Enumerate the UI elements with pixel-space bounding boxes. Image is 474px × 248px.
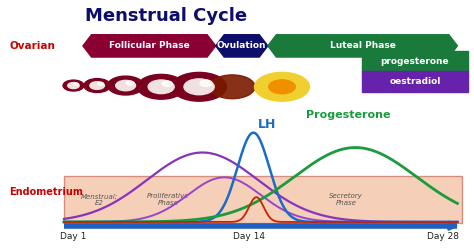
Circle shape (184, 79, 214, 95)
Text: Ovulation: Ovulation (217, 41, 266, 50)
Circle shape (210, 75, 255, 99)
Circle shape (172, 72, 227, 101)
FancyBboxPatch shape (362, 51, 468, 72)
Circle shape (148, 80, 174, 93)
Text: Luteal Phase: Luteal Phase (330, 41, 395, 50)
Text: Progesterone: Progesterone (306, 110, 390, 120)
Circle shape (98, 82, 103, 85)
Text: Ovarian: Ovarian (9, 41, 55, 51)
FancyBboxPatch shape (64, 176, 462, 223)
Polygon shape (83, 35, 216, 57)
Text: progesterone: progesterone (381, 57, 449, 66)
Circle shape (137, 74, 185, 99)
Text: Menstrual Cycle: Menstrual Cycle (85, 7, 247, 26)
Text: Day 1: Day 1 (60, 232, 87, 241)
Text: Follicular Phase: Follicular Phase (109, 41, 190, 50)
Polygon shape (216, 35, 268, 57)
Text: Endometrium: Endometrium (9, 187, 83, 197)
Circle shape (90, 82, 104, 89)
Text: Secretory
Phase: Secretory Phase (329, 193, 363, 206)
Text: Proliferative
Phase: Proliferative Phase (147, 193, 190, 206)
Circle shape (162, 81, 173, 87)
Circle shape (269, 80, 295, 94)
Text: Day 14: Day 14 (233, 232, 265, 241)
Text: LH: LH (258, 118, 277, 130)
Circle shape (84, 79, 110, 93)
Circle shape (108, 76, 144, 95)
Text: oestradiol: oestradiol (389, 77, 441, 86)
Circle shape (255, 72, 310, 101)
FancyBboxPatch shape (362, 71, 468, 92)
Circle shape (116, 80, 136, 91)
Circle shape (126, 81, 134, 85)
Circle shape (200, 80, 212, 86)
Circle shape (68, 83, 79, 89)
Polygon shape (268, 35, 457, 57)
Circle shape (63, 80, 84, 91)
Text: Menstrual;
E2: Menstrual; E2 (81, 193, 118, 206)
Text: Day 28: Day 28 (427, 232, 459, 241)
Circle shape (74, 83, 78, 85)
